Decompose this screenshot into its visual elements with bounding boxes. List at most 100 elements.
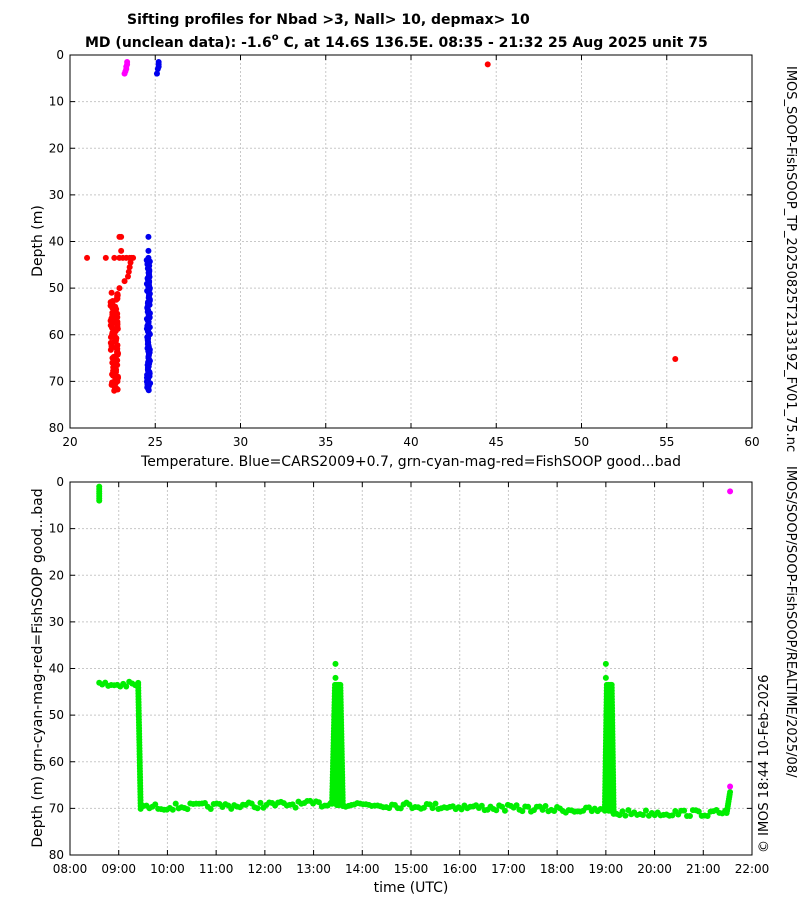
- top-data-marks: [84, 58, 679, 394]
- x-tick-label: 25: [148, 435, 163, 449]
- side-path: IMOS/SOOP/SOOP-FishSOOP/REALTIME/2025/08…: [783, 466, 798, 778]
- top-grid: [70, 55, 752, 428]
- data-point: [130, 254, 137, 261]
- data-point: [622, 812, 629, 819]
- y-tick-label: 80: [49, 848, 64, 862]
- data-point: [686, 813, 693, 820]
- data-point: [607, 807, 614, 814]
- data-point: [493, 807, 500, 814]
- data-point: [292, 804, 299, 811]
- x-tick-label: 13:00: [296, 862, 331, 876]
- x-tick-label: 35: [318, 435, 333, 449]
- data-point: [727, 789, 734, 796]
- data-point: [640, 812, 647, 819]
- data-point: [145, 387, 152, 394]
- bottom-grid: [70, 482, 752, 855]
- data-point: [501, 807, 508, 814]
- bottom-data-marks: [96, 483, 734, 820]
- data-point: [602, 674, 609, 681]
- data-point: [513, 802, 520, 809]
- data-point: [107, 346, 114, 353]
- data-point: [107, 317, 114, 324]
- x-tick-label: 50: [574, 435, 589, 449]
- data-point: [257, 799, 264, 806]
- x-tick-label: 08:00: [53, 862, 88, 876]
- degree-superscript: o: [272, 32, 279, 43]
- data-point: [118, 247, 125, 254]
- data-point: [669, 812, 676, 819]
- title-line2-post: C, at 14.6S 136.5E. 08:35 - 21:32 25 Aug…: [279, 35, 708, 51]
- data-point: [172, 800, 179, 807]
- data-point: [102, 254, 109, 261]
- x-tick-label: 09:00: [101, 862, 136, 876]
- x-tick-label: 60: [744, 435, 759, 449]
- data-point: [96, 497, 103, 504]
- data-point: [152, 801, 159, 808]
- data-point: [332, 674, 339, 681]
- top-y-axis-label: Depth (m): [30, 205, 46, 277]
- x-tick-label: 15:00: [394, 862, 429, 876]
- data-point: [153, 70, 160, 77]
- data-point: [254, 805, 261, 812]
- x-tick-label: 55: [659, 435, 674, 449]
- data-point: [695, 808, 702, 815]
- chart-title-line1: Sifting profiles for Nbad >3, Nall> 10, …: [127, 12, 530, 28]
- y-tick-label: 70: [49, 374, 64, 388]
- x-tick-label: 21:00: [686, 862, 721, 876]
- y-tick-label: 70: [49, 801, 64, 815]
- data-point: [124, 273, 131, 280]
- data-point: [704, 813, 711, 820]
- data-point: [315, 799, 322, 806]
- y-tick-label: 30: [49, 615, 64, 629]
- chart-title-line2: MD (unclean data): -1.6o C, at 14.6S 136…: [85, 32, 708, 51]
- y-tick-label: 10: [49, 95, 64, 109]
- data-point: [642, 807, 649, 814]
- data-point: [121, 70, 128, 77]
- y-tick-label: 40: [49, 235, 64, 249]
- data-point: [107, 334, 114, 341]
- data-point: [121, 278, 128, 285]
- data-point: [207, 805, 214, 812]
- y-tick-label: 20: [49, 141, 64, 155]
- top-x-axis-label: Temperature. Blue=CARS2009+0.7, grn-cyan…: [140, 454, 681, 470]
- y-tick-label: 40: [49, 662, 64, 676]
- data-point: [116, 285, 123, 292]
- data-point: [126, 264, 133, 271]
- x-tick-label: 45: [489, 435, 504, 449]
- y-tick-label: 0: [56, 475, 64, 489]
- x-tick-label: 14:00: [345, 862, 380, 876]
- x-tick-label: 20:00: [637, 862, 672, 876]
- data-point: [127, 259, 134, 266]
- data-point: [602, 660, 609, 667]
- data-point: [478, 802, 485, 809]
- bottom-y-axis-label: Depth (m) grn-cyan-mag-red=FishSOOP good…: [30, 488, 46, 847]
- bottom-x-axis-label: time (UTC): [374, 880, 449, 896]
- data-point: [519, 808, 526, 815]
- data-point: [484, 61, 491, 68]
- data-point: [111, 254, 118, 261]
- top-y-ticks: 0 10 20 30 40 50 60 70 80: [49, 48, 752, 435]
- data-point: [681, 807, 688, 814]
- data-point: [727, 488, 734, 495]
- data-point: [429, 805, 436, 812]
- y-tick-label: 0: [56, 48, 64, 62]
- bottom-x-ticks: 08:00 09:00 10:00 11:00 12:00 13:00 14:00 15:00…: [53, 482, 769, 876]
- data-point: [123, 683, 130, 690]
- data-point: [145, 247, 152, 254]
- y-tick-label: 60: [49, 755, 64, 769]
- top-x-ticks: 20 25 30 35 40 45 50 55 60: [62, 55, 760, 449]
- data-point: [111, 387, 118, 394]
- data-point: [335, 802, 342, 809]
- x-tick-label: 19:00: [589, 862, 624, 876]
- x-tick-label: 12:00: [248, 862, 283, 876]
- title-line2-pre: MD (unclean data): -1.6: [85, 35, 272, 51]
- x-tick-label: 18:00: [540, 862, 575, 876]
- bottom-y-ticks: 0 10 20 30 40 50 60 70 80: [49, 475, 752, 862]
- data-point: [118, 233, 125, 240]
- y-tick-label: 60: [49, 328, 64, 342]
- side-filename: IMOS_SOOP-FishSOOP_TP_20250825T213319Z_F…: [783, 66, 798, 452]
- y-tick-label: 10: [49, 522, 64, 536]
- x-tick-label: 20: [62, 435, 77, 449]
- data-point: [108, 289, 115, 296]
